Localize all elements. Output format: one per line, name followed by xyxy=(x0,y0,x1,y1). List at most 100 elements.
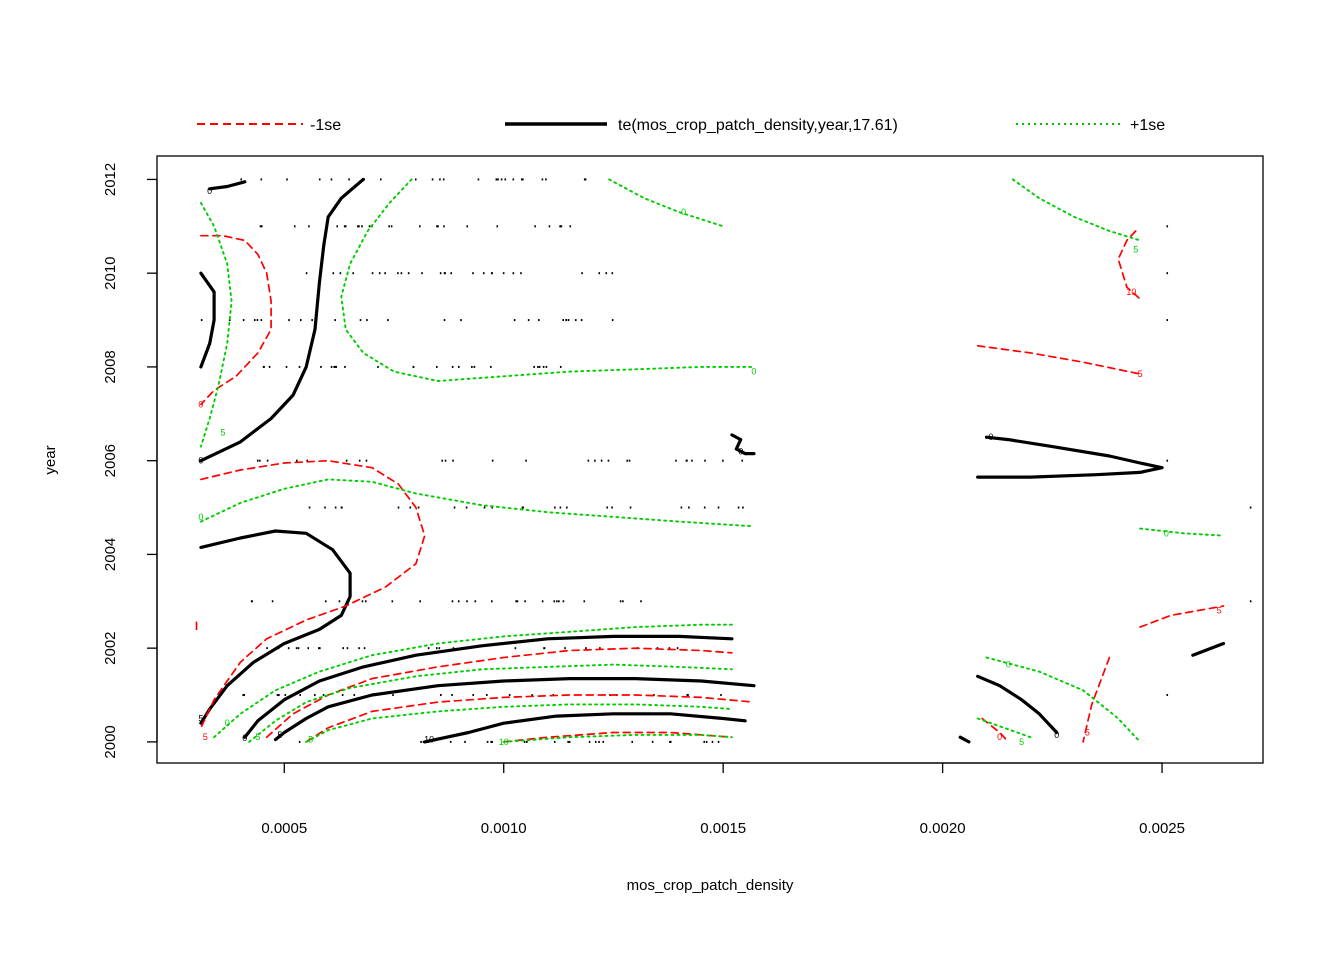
contour-label: 0 xyxy=(198,399,203,409)
rug-point xyxy=(554,506,556,509)
rug-point xyxy=(527,319,530,322)
rug-point xyxy=(377,365,379,368)
rug-point xyxy=(378,272,381,275)
contour-label: 0 xyxy=(988,432,993,442)
contour-label: 0 xyxy=(242,733,247,743)
rug-point xyxy=(548,225,551,228)
x-tick-label: 0.0020 xyxy=(920,820,966,837)
rug-point xyxy=(512,272,515,275)
rug-point xyxy=(611,319,614,322)
rug-point xyxy=(720,694,722,697)
rug-point xyxy=(619,600,622,603)
rug-point xyxy=(407,272,410,275)
rug-point xyxy=(514,647,517,650)
rug-point xyxy=(704,459,706,462)
rug-point xyxy=(490,740,492,743)
contour-line-minus-se xyxy=(1139,605,1225,628)
rug-point xyxy=(336,225,339,228)
rug-point xyxy=(260,178,263,181)
rug-point xyxy=(361,600,364,603)
rug-point xyxy=(516,600,519,603)
rug-point xyxy=(256,319,259,322)
contour-label: 5 xyxy=(198,713,203,723)
rug-point xyxy=(308,225,310,228)
rug-point xyxy=(600,459,603,462)
rug-point xyxy=(542,365,545,368)
y-tick-label: 2010 xyxy=(102,256,119,289)
rug-point xyxy=(458,365,460,368)
rug-point xyxy=(287,647,290,650)
rug-point xyxy=(437,225,439,228)
rug-point xyxy=(420,740,422,743)
contour-label: 0 xyxy=(198,456,203,466)
rug-point xyxy=(451,600,454,603)
rug-point xyxy=(364,600,367,603)
contour-label: 5 xyxy=(1133,245,1138,255)
rug-point xyxy=(520,178,523,181)
rug-point xyxy=(250,600,253,603)
rug-point xyxy=(680,506,683,509)
contour-line-fit xyxy=(976,435,1164,479)
rug-point xyxy=(568,740,571,743)
rug-point xyxy=(286,178,288,181)
contour-line-minus-se xyxy=(305,694,755,743)
rug-point xyxy=(363,647,366,650)
rug-point xyxy=(460,319,462,322)
contour-line-minus-se xyxy=(1082,656,1111,743)
rug-point xyxy=(541,600,544,603)
contour-line-minus-se xyxy=(200,234,272,406)
rug-point xyxy=(676,647,679,650)
rug-point xyxy=(268,365,271,368)
rug-point xyxy=(335,365,338,368)
contour-line-minus-se xyxy=(976,344,1141,375)
rug-point xyxy=(379,178,382,181)
rug-point xyxy=(353,694,356,697)
rug-point xyxy=(520,272,522,275)
rug-point xyxy=(452,647,455,650)
rug-point xyxy=(441,459,444,462)
rug-point xyxy=(451,365,454,368)
contour-label: 5 xyxy=(1019,737,1024,747)
contour-line-fit xyxy=(243,634,734,739)
rug-point xyxy=(260,225,263,228)
contour-line-plus-se xyxy=(985,656,1142,743)
y-tick-label: 2004 xyxy=(102,538,119,571)
rug-point xyxy=(465,506,468,509)
rug-point xyxy=(523,740,526,743)
rug-point xyxy=(285,365,288,368)
rug-point xyxy=(584,178,587,181)
rug-point xyxy=(569,225,572,228)
rug-point xyxy=(366,319,368,322)
rug-point xyxy=(288,319,290,322)
rug-point xyxy=(320,365,322,368)
rug-point xyxy=(490,272,493,275)
rug-point xyxy=(271,600,274,603)
rug-point xyxy=(703,506,706,509)
rug-point xyxy=(651,740,654,743)
rug-point xyxy=(545,178,547,181)
rug-point xyxy=(560,225,563,228)
contour-label: 0 xyxy=(738,446,743,456)
contour-label: 0 xyxy=(681,207,686,217)
rug-point xyxy=(388,225,390,228)
rug-point xyxy=(365,459,368,462)
rug-point xyxy=(722,459,724,462)
rug-point xyxy=(260,319,263,322)
contour-line-minus-se xyxy=(981,717,1010,743)
y-tick-label: 2000 xyxy=(102,725,119,758)
rug-point xyxy=(357,225,359,228)
rug-point xyxy=(559,225,562,228)
rug-point xyxy=(611,272,614,275)
rug-point xyxy=(490,600,493,603)
rug-point xyxy=(263,365,265,368)
rug-point xyxy=(538,319,540,322)
rug-point xyxy=(605,272,608,275)
contour-label: 0 xyxy=(1164,528,1169,538)
rug-point xyxy=(594,740,597,743)
rug-point xyxy=(427,647,430,650)
rug-point xyxy=(629,506,632,509)
contour-label: 0 xyxy=(997,732,1002,742)
contour-line-plus-se xyxy=(199,201,233,448)
rug-point xyxy=(444,459,447,462)
rug-point xyxy=(344,365,346,368)
